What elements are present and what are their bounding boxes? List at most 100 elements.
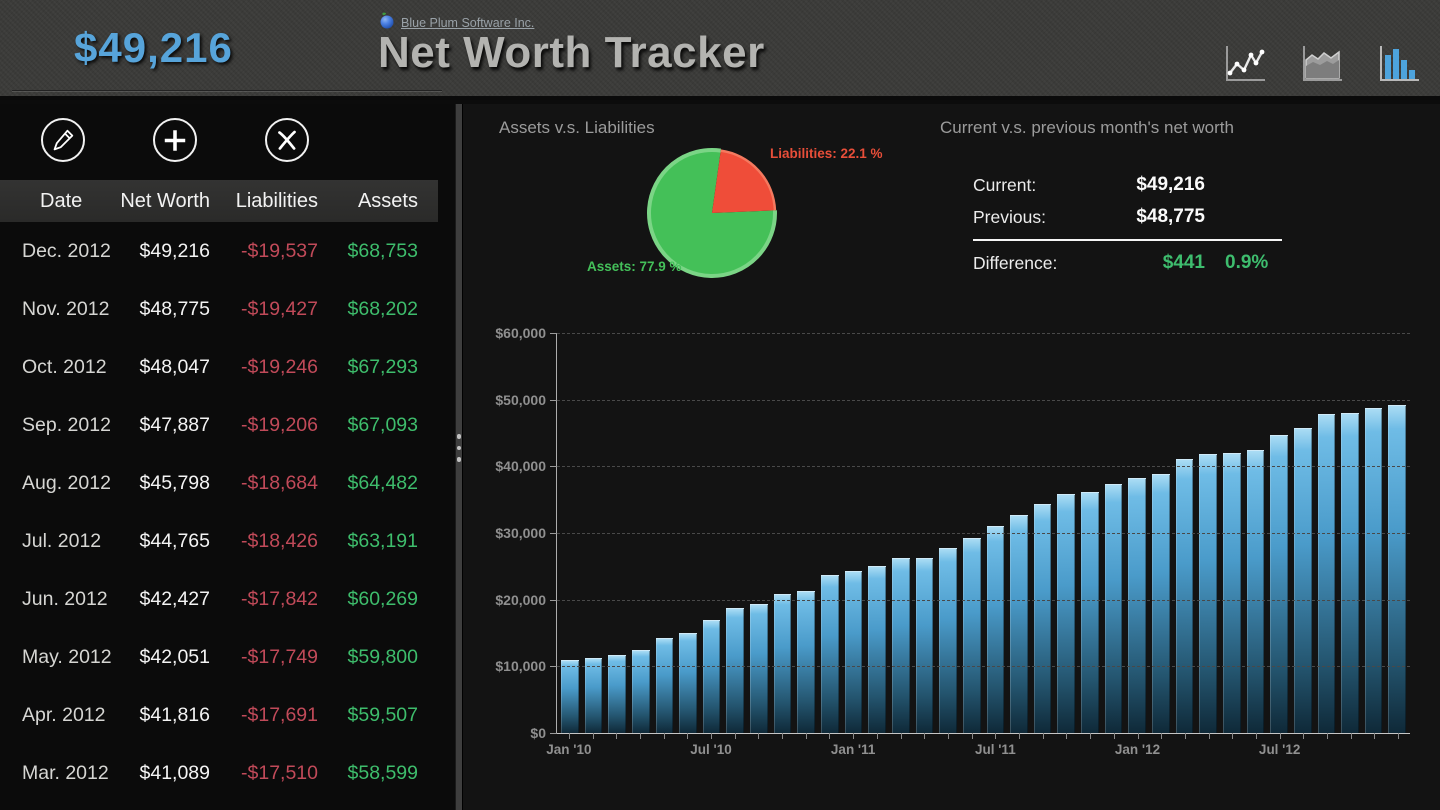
bar — [1104, 484, 1123, 733]
bar — [844, 571, 863, 733]
add-entry-button[interactable] — [153, 118, 197, 162]
x-axis-tick — [1184, 733, 1186, 739]
column-header-liabilities: Liabilities — [235, 189, 318, 212]
row-liabilities: -$19,246 — [241, 355, 318, 378]
x-axis-tick — [829, 733, 831, 739]
row-networth: $42,051 — [139, 645, 211, 668]
pie-label-assets: Assets: 77.9 % — [587, 259, 682, 274]
bar — [773, 593, 792, 733]
y-axis-label: $0 — [530, 725, 546, 741]
bar — [1057, 493, 1076, 733]
x-axis-tick — [853, 733, 855, 739]
table-row[interactable]: May. 2012 $42,051 -$17,749 $59,800 — [0, 628, 438, 686]
grip-dot — [456, 457, 462, 462]
comparison-previous-row: Previous: $48,775 — [973, 201, 1282, 233]
row-date: Sep. 2012 — [22, 413, 111, 436]
row-date: Jul. 2012 — [22, 529, 102, 552]
x-axis-tick — [616, 733, 618, 739]
x-axis-tick — [1398, 733, 1400, 739]
table-row[interactable]: Jul. 2012 $44,765 -$18,426 $63,191 — [0, 512, 438, 570]
x-axis-label: Jan '12 — [1114, 742, 1161, 757]
y-axis-tick — [550, 733, 557, 734]
y-axis-tick — [550, 466, 557, 468]
x-axis-tick — [924, 733, 926, 739]
gridline — [557, 466, 1410, 468]
x-axis-tick — [663, 733, 665, 739]
row-networth: $44,765 — [139, 529, 211, 552]
row-liabilities: -$19,427 — [241, 297, 318, 320]
current-value: $49,216 — [1136, 174, 1205, 195]
y-axis-tick — [550, 599, 557, 601]
comparison-panel: Current: $49,216 Previous: $48,775 Diffe… — [973, 169, 1282, 279]
column-header-assets: Assets — [357, 189, 418, 212]
bar — [1128, 478, 1147, 733]
company-link[interactable]: Blue Plum Software Inc. — [401, 16, 535, 30]
row-liabilities: -$17,842 — [241, 587, 318, 610]
table-row[interactable]: Oct. 2012 $48,047 -$19,246 $67,293 — [0, 338, 438, 396]
row-assets: $59,507 — [347, 703, 419, 726]
x-axis-tick — [1066, 733, 1068, 739]
bar — [1033, 504, 1052, 733]
difference-label: Difference: — [973, 252, 1058, 273]
bar — [1152, 473, 1170, 733]
bar — [1317, 413, 1336, 733]
x-axis-tick — [947, 733, 949, 739]
x-axis-tick — [1113, 733, 1115, 739]
x-axis-tick — [1255, 733, 1257, 739]
y-axis-tick — [550, 666, 557, 668]
x-axis-tick — [971, 733, 973, 739]
x-axis-tick — [1279, 733, 1281, 739]
assets-liabilities-pie-chart — [647, 148, 777, 278]
table-row[interactable]: Sep. 2012 $47,887 -$19,206 $67,093 — [0, 396, 438, 454]
bar — [1222, 452, 1241, 733]
y-axis-label: $50,000 — [495, 391, 546, 408]
line-chart-icon[interactable] — [1220, 42, 1266, 88]
x-axis-tick — [900, 733, 902, 739]
gridline — [557, 333, 1410, 334]
bar — [702, 620, 721, 733]
comparison-current-row: Current: $49,216 — [973, 169, 1282, 201]
table-header: Date Net Worth Liabilities Assets — [0, 180, 438, 222]
x-axis-tick — [805, 733, 807, 739]
bar — [608, 655, 626, 733]
table-row[interactable]: Nov. 2012 $48,775 -$19,427 $68,202 — [0, 280, 438, 338]
row-date: Mar. 2012 — [22, 761, 109, 784]
delete-entry-button[interactable] — [265, 118, 309, 162]
app-title: Net Worth Tracker — [378, 28, 765, 77]
table-row[interactable]: Jun. 2012 $42,427 -$17,842 $60,269 — [0, 570, 438, 628]
table-row[interactable]: Mar. 2012 $41,089 -$17,510 $58,599 — [0, 744, 438, 802]
row-date: May. 2012 — [22, 645, 112, 668]
bar-chart-icon[interactable] — [1374, 42, 1420, 88]
row-liabilities: -$17,749 — [241, 645, 318, 668]
row-date: Jun. 2012 — [22, 587, 108, 610]
row-liabilities: -$18,426 — [241, 529, 318, 552]
gridline — [557, 666, 1410, 668]
x-axis-tick — [1350, 733, 1352, 739]
edit-entry-button[interactable] — [41, 118, 85, 162]
company-brand[interactable]: Blue Plum Software Inc. — [379, 12, 534, 34]
area-chart-icon[interactable] — [1297, 42, 1343, 88]
table-row[interactable]: Apr. 2012 $41,816 -$17,691 $59,507 — [0, 686, 438, 744]
row-date: Nov. 2012 — [22, 297, 110, 320]
row-networth: $45,798 — [139, 471, 211, 494]
row-liabilities: -$17,691 — [241, 703, 318, 726]
header-divider — [12, 90, 442, 91]
bar — [868, 566, 886, 733]
row-date: Apr. 2012 — [22, 703, 106, 726]
cancel-icon — [278, 130, 296, 150]
row-liabilities: -$18,684 — [241, 471, 318, 494]
table-row[interactable]: Aug. 2012 $45,798 -$18,684 $64,482 — [0, 454, 438, 512]
row-networth: $41,816 — [139, 703, 211, 726]
chart-type-switcher — [1220, 42, 1420, 88]
previous-value: $48,775 — [1136, 206, 1205, 227]
row-liabilities: -$19,537 — [241, 239, 318, 262]
pie-slice-liabilities — [712, 150, 775, 213]
charts-panel: Assets v.s. Liabilities Liabilities: 22.… — [463, 104, 1440, 810]
entries-panel: Date Net Worth Liabilities Assets Dec. 2… — [0, 104, 455, 810]
panel-splitter[interactable] — [455, 104, 463, 810]
x-axis-tick — [995, 733, 997, 739]
x-axis-label: Jan '10 — [546, 742, 592, 757]
bar — [1199, 454, 1217, 733]
table-row[interactable]: Dec. 2012 $49,216 -$19,537 $68,753 — [0, 222, 438, 280]
comparison-difference-row: Difference: $441 0.9% — [973, 247, 1282, 279]
